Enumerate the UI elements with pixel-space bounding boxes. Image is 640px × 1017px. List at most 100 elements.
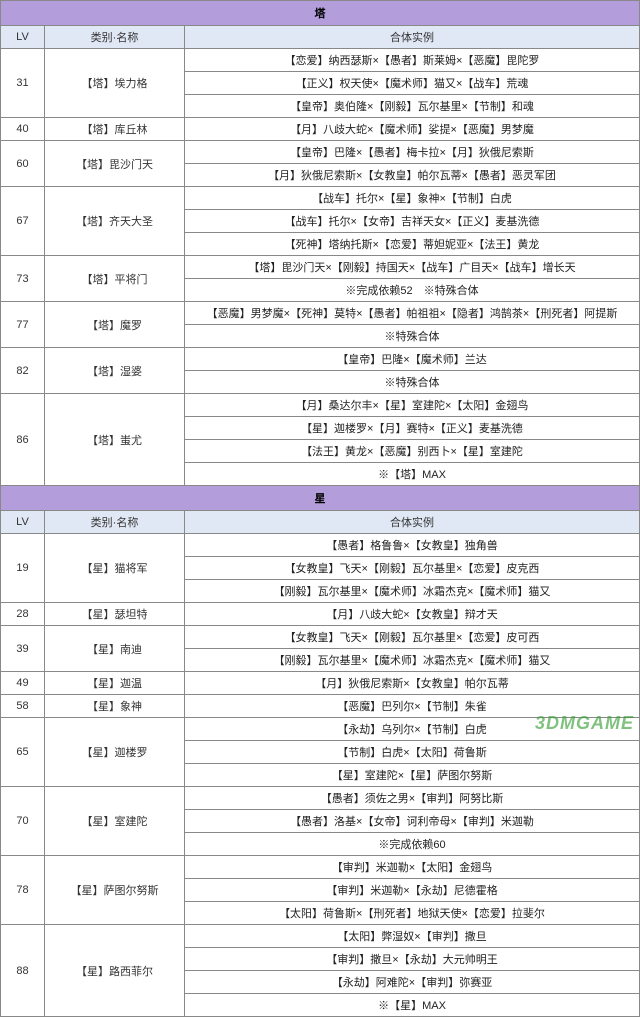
fusion-tables: 塔LV类别·名称合体实例31【塔】埃力格【恋爱】纳西瑟斯×【愚者】斯莱姆×【恶魔… — [0, 0, 640, 1017]
table-row: 39【星】南迪【女教皇】飞天×【刚毅】瓦尔基里×【恋爱】皮可西 — [1, 626, 640, 649]
level-cell: 39 — [1, 626, 45, 672]
name-cell: 【塔】毘沙门天 — [45, 141, 185, 187]
fusion-cell: 【月】狄俄尼索斯×【女教皇】帕尔瓦蒂×【愚者】恶灵军团 — [185, 164, 640, 187]
name-cell: 【星】室建陀 — [45, 787, 185, 856]
level-cell: 49 — [1, 672, 45, 695]
table-row: 88【星】路西菲尔【太阳】弊湿奴×【审判】撒旦 — [1, 925, 640, 948]
name-cell: 【星】南迪 — [45, 626, 185, 672]
table-row: 19【星】猫将军【愚者】格鲁鲁×【女教皇】独角兽 — [1, 534, 640, 557]
note-cell: ※完成依赖60 — [185, 833, 640, 856]
name-cell: 【塔】平将门 — [45, 256, 185, 302]
column-headers: LV类别·名称合体实例 — [1, 26, 640, 49]
fusion-cell: 【太阳】弊湿奴×【审判】撒旦 — [185, 925, 640, 948]
col-lv: LV — [1, 26, 45, 49]
level-cell: 88 — [1, 925, 45, 1017]
fusion-cell: 【恋爱】纳西瑟斯×【愚者】斯莱姆×【恶魔】毘陀罗 — [185, 49, 640, 72]
fusion-cell: 【法王】黄龙×【恶魔】别西卜×【星】室建陀 — [185, 440, 640, 463]
fusion-cell: 【皇帝】巴隆×【愚者】梅卡拉×【月】狄俄尼索斯 — [185, 141, 640, 164]
column-headers: LV类别·名称合体实例 — [1, 511, 640, 534]
fusion-cell: 【皇帝】奥伯隆×【刚毅】瓦尔基里×【节制】和魂 — [185, 95, 640, 118]
note-cell: ※特殊合体 — [185, 325, 640, 348]
level-cell: 40 — [1, 118, 45, 141]
fusion-cell: 【战车】托尔×【女帝】吉祥天女×【正义】麦基洗德 — [185, 210, 640, 233]
fusion-cell: 【审判】撒旦×【永劫】大元帅明王 — [185, 948, 640, 971]
note-cell: ※【塔】MAX — [185, 463, 640, 486]
table-row: 78【星】萨图尔努斯【审判】米迦勒×【太阳】金翅鸟 — [1, 856, 640, 879]
table-row: 31【塔】埃力格【恋爱】纳西瑟斯×【愚者】斯莱姆×【恶魔】毘陀罗 — [1, 49, 640, 72]
fusion-cell: 【女教皇】飞天×【刚毅】瓦尔基里×【恋爱】皮克西 — [185, 557, 640, 580]
fusion-cell: 【月】桑达尔丰×【星】室建陀×【太阳】金翅鸟 — [185, 394, 640, 417]
table-row: 70【星】室建陀【愚者】须佐之男×【审判】阿努比斯 — [1, 787, 640, 810]
level-cell: 77 — [1, 302, 45, 348]
section-header: 星 — [1, 486, 640, 511]
fusion-cell: 【星】室建陀×【星】萨图尔努斯 — [185, 764, 640, 787]
fusion-cell: 【太阳】荷鲁斯×【刑死者】地狱天使×【恋爱】拉斐尔 — [185, 902, 640, 925]
fusion-cell: 【节制】白虎×【太阳】荷鲁斯 — [185, 741, 640, 764]
col-lv: LV — [1, 511, 45, 534]
level-cell: 67 — [1, 187, 45, 256]
col-name: 类别·名称 — [45, 511, 185, 534]
fusion-cell: 【愚者】格鲁鲁×【女教皇】独角兽 — [185, 534, 640, 557]
col-example: 合体实例 — [185, 26, 640, 49]
table-row: 40【塔】库丘林【月】八歧大蛇×【魔术师】娑提×【恶魔】男梦魔 — [1, 118, 640, 141]
fusion-cell: 【永劫】阿难陀×【审判】弥赛亚 — [185, 971, 640, 994]
name-cell: 【星】萨图尔努斯 — [45, 856, 185, 925]
table-row: 77【塔】魔罗【恶魔】男梦魔×【死神】莫特×【愚者】帕祖祖×【隐者】鸿鹄茶×【刑… — [1, 302, 640, 325]
fusion-cell: 【审判】米迦勒×【太阳】金翅鸟 — [185, 856, 640, 879]
level-cell: 86 — [1, 394, 45, 486]
name-cell: 【塔】魔罗 — [45, 302, 185, 348]
name-cell: 【星】迦温 — [45, 672, 185, 695]
table-row: 58【星】象神【恶魔】巴列尔×【节制】朱雀 — [1, 695, 640, 718]
level-cell: 70 — [1, 787, 45, 856]
table-row: 67【塔】齐天大圣【战车】托尔×【星】象神×【节制】白虎 — [1, 187, 640, 210]
fusion-cell: 【塔】毘沙门天×【刚毅】持国天×【战车】广目天×【战车】增长天 — [185, 256, 640, 279]
name-cell: 【塔】湿婆 — [45, 348, 185, 394]
section-header: 塔 — [1, 1, 640, 26]
fusion-cell: 【月】八歧大蛇×【女教皇】辩才天 — [185, 603, 640, 626]
fusion-cell: 【刚毅】瓦尔基里×【魔术师】冰霜杰克×【魔术师】猫又 — [185, 580, 640, 603]
fusion-cell: 【愚者】须佐之男×【审判】阿努比斯 — [185, 787, 640, 810]
fusion-cell: 【星】迦楼罗×【月】赛特×【正义】麦基洗德 — [185, 417, 640, 440]
level-cell: 19 — [1, 534, 45, 603]
table-row: 65【星】迦楼罗【永劫】乌列尔×【节制】白虎 — [1, 718, 640, 741]
table-row: 60【塔】毘沙门天【皇帝】巴隆×【愚者】梅卡拉×【月】狄俄尼索斯 — [1, 141, 640, 164]
level-cell: 31 — [1, 49, 45, 118]
col-name: 类别·名称 — [45, 26, 185, 49]
table-row: 73【塔】平将门【塔】毘沙门天×【刚毅】持国天×【战车】广目天×【战车】增长天 — [1, 256, 640, 279]
fusion-cell: 【死神】塔纳托斯×【恋爱】蒂妲妮亚×【法王】黄龙 — [185, 233, 640, 256]
note-cell: ※特殊合体 — [185, 371, 640, 394]
note-cell: ※完成依赖52 ※特殊合体 — [185, 279, 640, 302]
fusion-cell: 【战车】托尔×【星】象神×【节制】白虎 — [185, 187, 640, 210]
fusion-cell: 【正义】权天使×【魔术师】猫又×【战车】荒魂 — [185, 72, 640, 95]
col-example: 合体实例 — [185, 511, 640, 534]
level-cell: 58 — [1, 695, 45, 718]
table-row: 49【星】迦温【月】狄俄尼索斯×【女教皇】帕尔瓦蒂 — [1, 672, 640, 695]
table-row: 86【塔】蚩尤【月】桑达尔丰×【星】室建陀×【太阳】金翅鸟 — [1, 394, 640, 417]
name-cell: 【星】瑟坦特 — [45, 603, 185, 626]
level-cell: 65 — [1, 718, 45, 787]
name-cell: 【塔】齐天大圣 — [45, 187, 185, 256]
name-cell: 【星】路西菲尔 — [45, 925, 185, 1017]
name-cell: 【塔】埃力格 — [45, 49, 185, 118]
fusion-cell: 【月】八歧大蛇×【魔术师】娑提×【恶魔】男梦魔 — [185, 118, 640, 141]
note-cell: ※【星】MAX — [185, 994, 640, 1017]
table-row: 28【星】瑟坦特【月】八歧大蛇×【女教皇】辩才天 — [1, 603, 640, 626]
level-cell: 82 — [1, 348, 45, 394]
level-cell: 78 — [1, 856, 45, 925]
fusion-cell: 【月】狄俄尼索斯×【女教皇】帕尔瓦蒂 — [185, 672, 640, 695]
level-cell: 73 — [1, 256, 45, 302]
name-cell: 【塔】蚩尤 — [45, 394, 185, 486]
fusion-cell: 【皇帝】巴隆×【魔术师】兰达 — [185, 348, 640, 371]
name-cell: 【塔】库丘林 — [45, 118, 185, 141]
table-row: 82【塔】湿婆【皇帝】巴隆×【魔术师】兰达 — [1, 348, 640, 371]
level-cell: 28 — [1, 603, 45, 626]
fusion-cell: 【刚毅】瓦尔基里×【魔术师】冰霜杰克×【魔术师】猫又 — [185, 649, 640, 672]
fusion-cell: 【恶魔】巴列尔×【节制】朱雀 — [185, 695, 640, 718]
fusion-cell: 【审判】米迦勒×【永劫】尼德霍格 — [185, 879, 640, 902]
level-cell: 60 — [1, 141, 45, 187]
name-cell: 【星】猫将军 — [45, 534, 185, 603]
name-cell: 【星】迦楼罗 — [45, 718, 185, 787]
fusion-cell: 【恶魔】男梦魔×【死神】莫特×【愚者】帕祖祖×【隐者】鸿鹄茶×【刑死者】阿提斯 — [185, 302, 640, 325]
name-cell: 【星】象神 — [45, 695, 185, 718]
fusion-cell: 【女教皇】飞天×【刚毅】瓦尔基里×【恋爱】皮可西 — [185, 626, 640, 649]
